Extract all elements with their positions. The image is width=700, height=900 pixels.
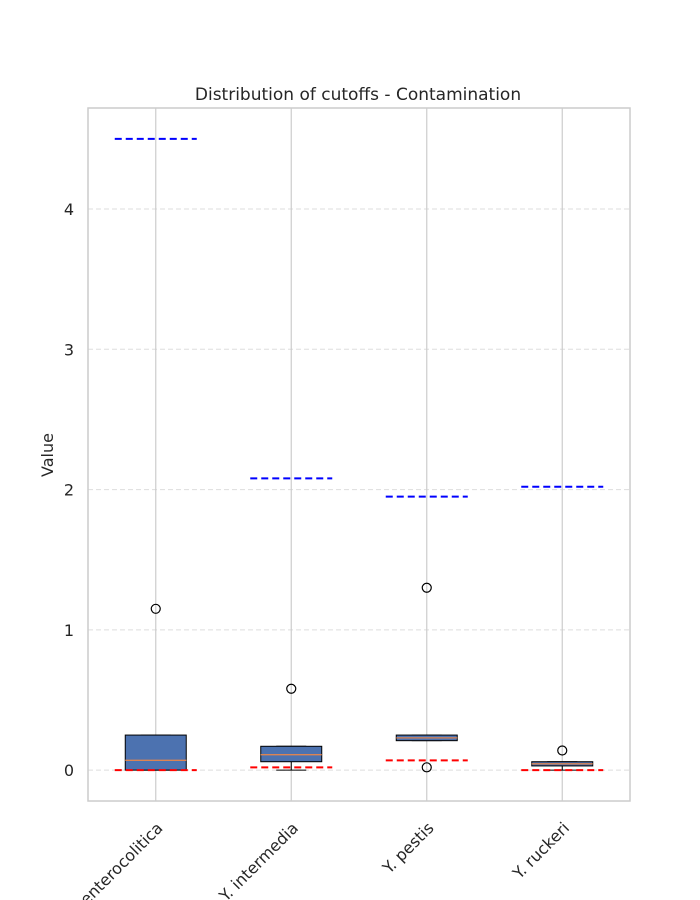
x-tick-label: Y. intermedia <box>215 818 302 900</box>
chart-title: Distribution of cutoffs - Contamination <box>195 85 521 105</box>
box-y-intermedia <box>260 745 323 763</box>
y-tick-label: 2 <box>64 481 74 500</box>
x-tick-label: Y. ruckeri <box>508 818 573 883</box>
y-axis-label: Value <box>38 433 57 477</box>
outlier-point <box>286 683 297 694</box>
outlier-point <box>421 762 432 773</box>
box-y-enterocolitica <box>124 734 187 771</box>
x-tick-label: Y. enterocolitica <box>64 818 167 900</box>
y-tick-label: 3 <box>64 340 74 359</box>
y-tick-label: 0 <box>64 761 74 780</box>
plot-area: 0 1 2 3 4 Y. enterocolitica Y. intermedia Y. pe… <box>64 107 631 900</box>
y-tick-label: 4 <box>64 200 74 219</box>
x-tick-label: Y. pestis <box>378 818 437 877</box>
plot-frame <box>87 107 631 802</box>
outlier-point <box>150 603 161 614</box>
outlier-point <box>557 745 568 756</box>
y-tick-label: 1 <box>64 621 74 640</box>
outlier-point <box>421 582 432 593</box>
